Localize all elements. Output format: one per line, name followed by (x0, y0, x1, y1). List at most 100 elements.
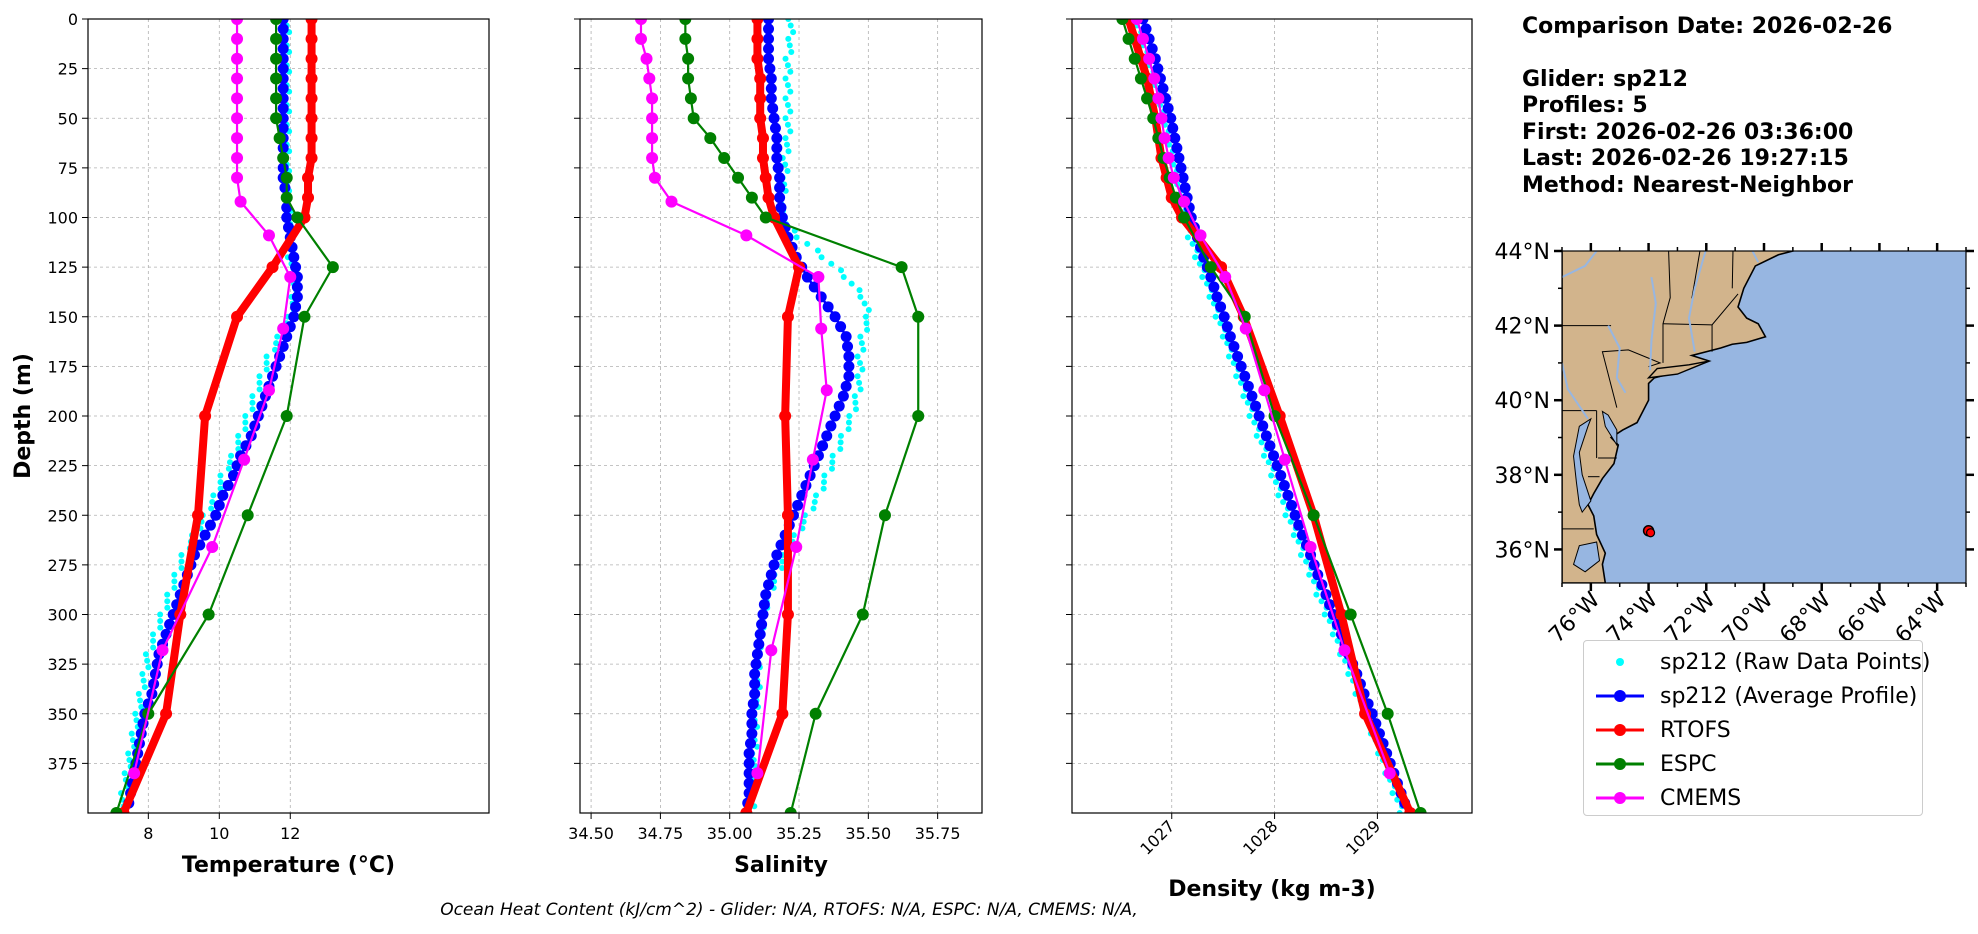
density-marker-rtofs (1335, 608, 1348, 621)
temperature-marker-rtofs (192, 509, 205, 522)
salinity-x-tick-label: 35.25 (776, 824, 822, 843)
salinity-marker-sp212-average-profile (756, 618, 768, 630)
raw-data-point (790, 532, 797, 539)
raw-data-point (171, 584, 178, 591)
temperature-y-tick-label: 0 (68, 10, 78, 29)
raw-data-point (858, 340, 865, 347)
salinity-marker-sp212-average-profile (746, 708, 758, 720)
salinity-marker-rtofs (779, 410, 792, 422)
salinity-marker-sp212-average-profile (843, 360, 855, 372)
temperature-marker-rtofs (266, 261, 279, 274)
salinity-marker-cmems (643, 72, 656, 85)
map-river (1687, 251, 1707, 352)
salinity-series-rtofs (740, 19, 806, 813)
temperature-x-tick-label: 8 (143, 824, 153, 843)
temperature-marker-sp212-average-profile (222, 479, 234, 491)
temperature-marker-sp212-average-profile (281, 212, 293, 223)
salinity-marker-sp212-average-profile (749, 688, 761, 700)
salinity-marker-sp212-average-profile (743, 767, 755, 779)
temperature-marker-espc (280, 410, 293, 422)
salinity-marker-sp212-average-profile (774, 192, 786, 204)
density-marker-cmems (1304, 541, 1317, 554)
raw-data-point (857, 293, 864, 300)
temperature-marker-espc (270, 52, 283, 65)
temperature-marker-rtofs (302, 191, 315, 204)
raw-data-point (1401, 823, 1407, 829)
temperature-series (110, 19, 339, 813)
density-marker-sp212-average-profile (1215, 301, 1227, 313)
raw-data-point (150, 631, 157, 638)
salinity-marker-cmems (646, 132, 659, 145)
raw-data-point (144, 657, 151, 664)
density-marker-cmems (1148, 72, 1161, 85)
salinity-x-tick-label: 34.50 (568, 824, 614, 843)
temperature-marker-rtofs (305, 151, 318, 164)
raw-data-point (164, 591, 171, 598)
density-marker-sp212-average-profile (1268, 450, 1280, 462)
temperature-marker-sp212-average-profile (290, 301, 302, 313)
raw-data-point (1196, 260, 1203, 267)
density-marker-sp212-average-profile (1228, 341, 1240, 353)
salinity-marker-sp212-average-profile (765, 73, 777, 85)
map-river (1562, 251, 1598, 279)
salinity-marker-rtofs (781, 310, 794, 323)
raw-data-point (785, 148, 792, 155)
salinity-marker-rtofs (762, 191, 775, 204)
raw-data-point (821, 479, 828, 486)
raw-data-point (784, 168, 791, 175)
raw-data-point (1189, 240, 1196, 247)
map-state-border (1691, 251, 1701, 299)
density-marker-sp212-average-profile (1221, 321, 1233, 333)
raw-data-point (1217, 320, 1224, 327)
temperature-y-axis-label: Depth (m) (11, 353, 36, 479)
salinity-marker-cmems (740, 229, 753, 242)
temperature-y-tick-label: 250 (47, 506, 78, 525)
raw-data-point (256, 386, 263, 393)
raw-data-point (787, 88, 794, 95)
salinity-marker-cmems (812, 271, 825, 284)
raw-data-point (137, 697, 144, 704)
salinity-marker-sp212-average-profile (768, 559, 780, 571)
raw-data-point (274, 333, 281, 340)
temperature-marker-cmems (231, 19, 244, 25)
salinity-marker-espc (682, 52, 695, 65)
salinity-marker-espc (878, 509, 891, 522)
salinity-marker-sp212-average-profile (817, 440, 829, 452)
temperature-y-tick-label: 175 (47, 357, 78, 376)
raw-data-point (145, 664, 152, 671)
salinity-marker-sp212-average-profile (763, 19, 775, 25)
raw-data-point (263, 353, 270, 360)
temperature-marker-espc (270, 32, 283, 45)
temperature-marker-espc (270, 112, 283, 125)
density-marker-cmems (1167, 171, 1180, 184)
temperature-y-tick-label: 25 (58, 60, 78, 79)
temperature-marker-sp212-average-profile (277, 122, 289, 134)
salinity-marker-espc (809, 707, 822, 720)
density-marker-espc (1116, 19, 1129, 25)
raw-data-point (1206, 293, 1213, 300)
raw-data-point (787, 22, 794, 29)
density-marker-espc (1122, 32, 1135, 45)
temperature-x-tick-label: 10 (209, 824, 229, 843)
temperature-marker-rtofs (305, 19, 318, 25)
density-marker-cmems (1258, 384, 1271, 397)
salinity-series-espc (679, 19, 925, 813)
raw-data-point (852, 399, 859, 406)
temperature-marker-rtofs (305, 132, 318, 145)
salinity-marker-sp212-average-profile (775, 202, 787, 214)
salinity-marker-sp212-average-profile (840, 331, 852, 343)
temperature-marker-sp212-average-profile (217, 489, 229, 501)
density-marker-cmems (1239, 322, 1252, 335)
raw-data-point (1394, 796, 1401, 803)
raw-data-point (1184, 234, 1191, 241)
salinity-marker-sp212-average-profile (765, 82, 777, 94)
raw-data-point (1219, 333, 1226, 340)
raw-data-point (852, 406, 859, 413)
location-map: 44°N42°N40°N38°N36°N76°W74°W72°W70°W68°W… (1495, 240, 1974, 648)
map-bay (1573, 417, 1592, 514)
legend-entry-cmems: CMEMS (1592, 781, 1914, 815)
salinity-marker-sp212-average-profile (772, 162, 784, 174)
raw-data-point (1321, 611, 1328, 618)
raw-data-point (225, 465, 232, 472)
salinity-marker-sp212-average-profile (746, 718, 758, 730)
